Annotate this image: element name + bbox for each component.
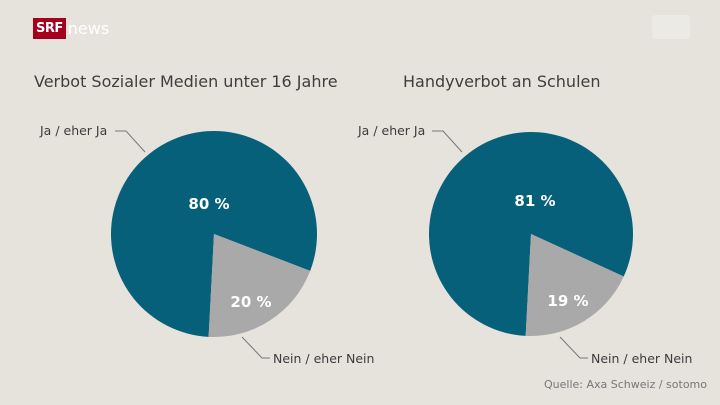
source-note: Quelle: Axa Schweiz / sotomo	[544, 378, 707, 391]
value-label-no-1: 20 %	[230, 293, 271, 311]
pie-chart-1	[110, 131, 317, 337]
slice-label-yes-1: Ja / eher Ja	[39, 123, 107, 138]
leader-line-yes-1	[115, 130, 146, 153]
pie-chart-2	[429, 132, 633, 336]
srf-news-logo: SRF news	[33, 18, 109, 39]
pie-slice-no	[208, 234, 311, 337]
slice-label-no-1: Nein / eher Nein	[273, 351, 374, 366]
value-label-yes-2: 81 %	[514, 192, 555, 210]
logo-srf: SRF	[33, 18, 66, 39]
watermark-icon	[652, 15, 690, 39]
pie-slice-yes	[110, 131, 317, 337]
value-label-no-2: 19 %	[547, 292, 588, 310]
chart-title-1: Verbot Sozialer Medien unter 16 Jahre	[34, 72, 338, 91]
pie-slice-no	[525, 234, 624, 336]
pie-slice-yes	[429, 132, 633, 336]
chart-title-2: Handyverbot an Schulen	[403, 72, 601, 91]
leader-line-yes-2	[432, 130, 463, 153]
value-label-yes-1: 80 %	[188, 195, 229, 213]
logo-news: news	[67, 19, 110, 38]
leader-line-no-1	[241, 336, 270, 359]
leader-line-no-2	[559, 336, 588, 359]
slice-label-no-2: Nein / eher Nein	[591, 351, 692, 366]
slice-label-yes-2: Ja / eher Ja	[357, 123, 425, 138]
